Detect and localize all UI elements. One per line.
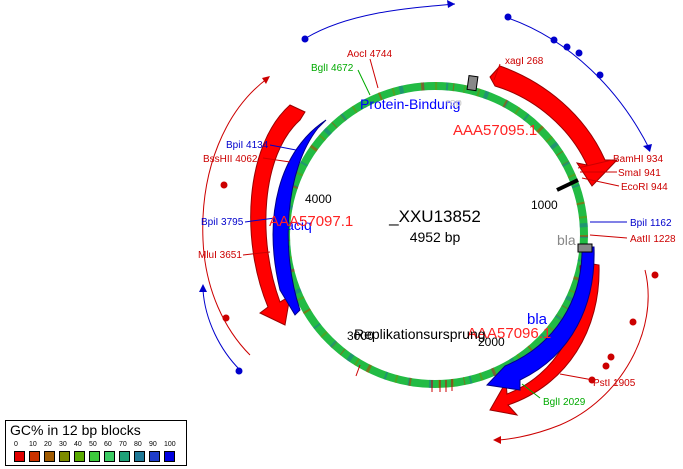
legend-swatch (119, 451, 130, 462)
marker-top (466, 74, 479, 92)
legend-tick: 40 (74, 441, 82, 448)
tick-1000: 1000 (531, 198, 558, 212)
legend-tick: 50 (89, 441, 97, 448)
tick-4000: 4000 (305, 192, 332, 206)
label-aaa57097[interactable]: AAA57097.1 (269, 213, 353, 230)
site-bpil-4134[interactable]: BpiI 4134 (226, 140, 269, 151)
label-protein-binding[interactable]: Protein-Bindung (360, 96, 460, 112)
orf-arc-right (494, 269, 649, 441)
legend-swatch (59, 451, 70, 462)
tick-2000: 2000 (478, 335, 505, 349)
orf-arc-top (305, 3, 456, 39)
tick-3000: 3000 (347, 329, 374, 343)
feature-aaa57095-arrow[interactable] (489, 65, 619, 187)
feature-laciq-arrow[interactable] (272, 119, 327, 316)
site-bgll-2029[interactable]: BglI 2029 (543, 397, 586, 408)
legend-title: GC% in 12 bp blocks (10, 422, 141, 438)
orf-arrowheads (199, 0, 652, 444)
ring-ticks (355, 364, 453, 392)
legend-swatch (29, 451, 40, 462)
label-bla-blue[interactable]: bla (527, 311, 548, 328)
marker-1000 (556, 178, 579, 192)
gc-legend: GC% in 12 bp blocks 0 10 20 30 40 50 60 … (5, 420, 187, 466)
legend-tick: 90 (149, 441, 157, 448)
legend-tick: 100 (164, 441, 176, 448)
orf-arc-left (202, 77, 269, 356)
legend-tick: 60 (104, 441, 112, 448)
site-smai[interactable]: SmaI 941 (618, 168, 661, 179)
legend-tick: 70 (119, 441, 127, 448)
site-bssshii[interactable]: BssHII 4062 (203, 154, 258, 165)
orf-arcs (202, 3, 651, 441)
legend-tick: 0 (14, 441, 18, 448)
legend-swatch (89, 451, 100, 462)
legend-swatch (104, 451, 115, 462)
orf-arc-topright (507, 17, 651, 151)
legend-swatch (164, 451, 175, 462)
site-xagl[interactable]: xagI 268 (505, 56, 544, 67)
label-bla-gray[interactable]: bla (557, 232, 576, 248)
site-pstl[interactable]: PstI 1905 (593, 378, 636, 389)
site-bamhi[interactable]: BamHI 934 (613, 154, 663, 165)
label-laciq[interactable]: laciq (283, 217, 312, 233)
label-aaa57096[interactable]: AAA57096.1 (467, 325, 551, 342)
legend-swatch (149, 451, 160, 462)
plasmid-name: _XXU13852 (388, 207, 481, 226)
label-aaa57095[interactable]: AAA57095.1 (453, 122, 537, 139)
legend-swatch (74, 451, 85, 462)
site-ecori[interactable]: EcoRI 944 (621, 182, 668, 193)
enzyme-leaders (242, 58, 628, 399)
plasmid-size: 4952 bp (410, 229, 461, 245)
feature-bla-arrow[interactable] (485, 246, 595, 391)
orf-arc-leftlower (202, 289, 241, 371)
site-bgll-4672[interactable]: BglI 4672 (311, 63, 354, 74)
site-bpil-3795[interactable]: BpiI 3795 (201, 217, 244, 228)
legend-swatch (14, 451, 25, 462)
marker-right (577, 243, 593, 253)
legend-swatch (134, 451, 145, 462)
legend-tick: 30 (59, 441, 67, 448)
site-aocl[interactable]: AocI 4744 (347, 49, 392, 60)
legend-tick: 80 (134, 441, 142, 448)
site-mlul[interactable]: MluI 3651 (198, 250, 242, 261)
site-aatii[interactable]: AatII 1228 (630, 234, 676, 245)
legend-tick: 20 (44, 441, 52, 448)
feature-aaa57097-arrow[interactable] (250, 104, 306, 326)
orf-dots (220, 13, 659, 384)
label-rop[interactable]: rop (446, 97, 462, 109)
label-replikation[interactable]: Replikationsursprung (354, 326, 486, 342)
site-bpil-1162[interactable]: BpiI 1162 (630, 218, 672, 229)
legend-tick: 10 (29, 441, 37, 448)
legend-swatch (44, 451, 55, 462)
